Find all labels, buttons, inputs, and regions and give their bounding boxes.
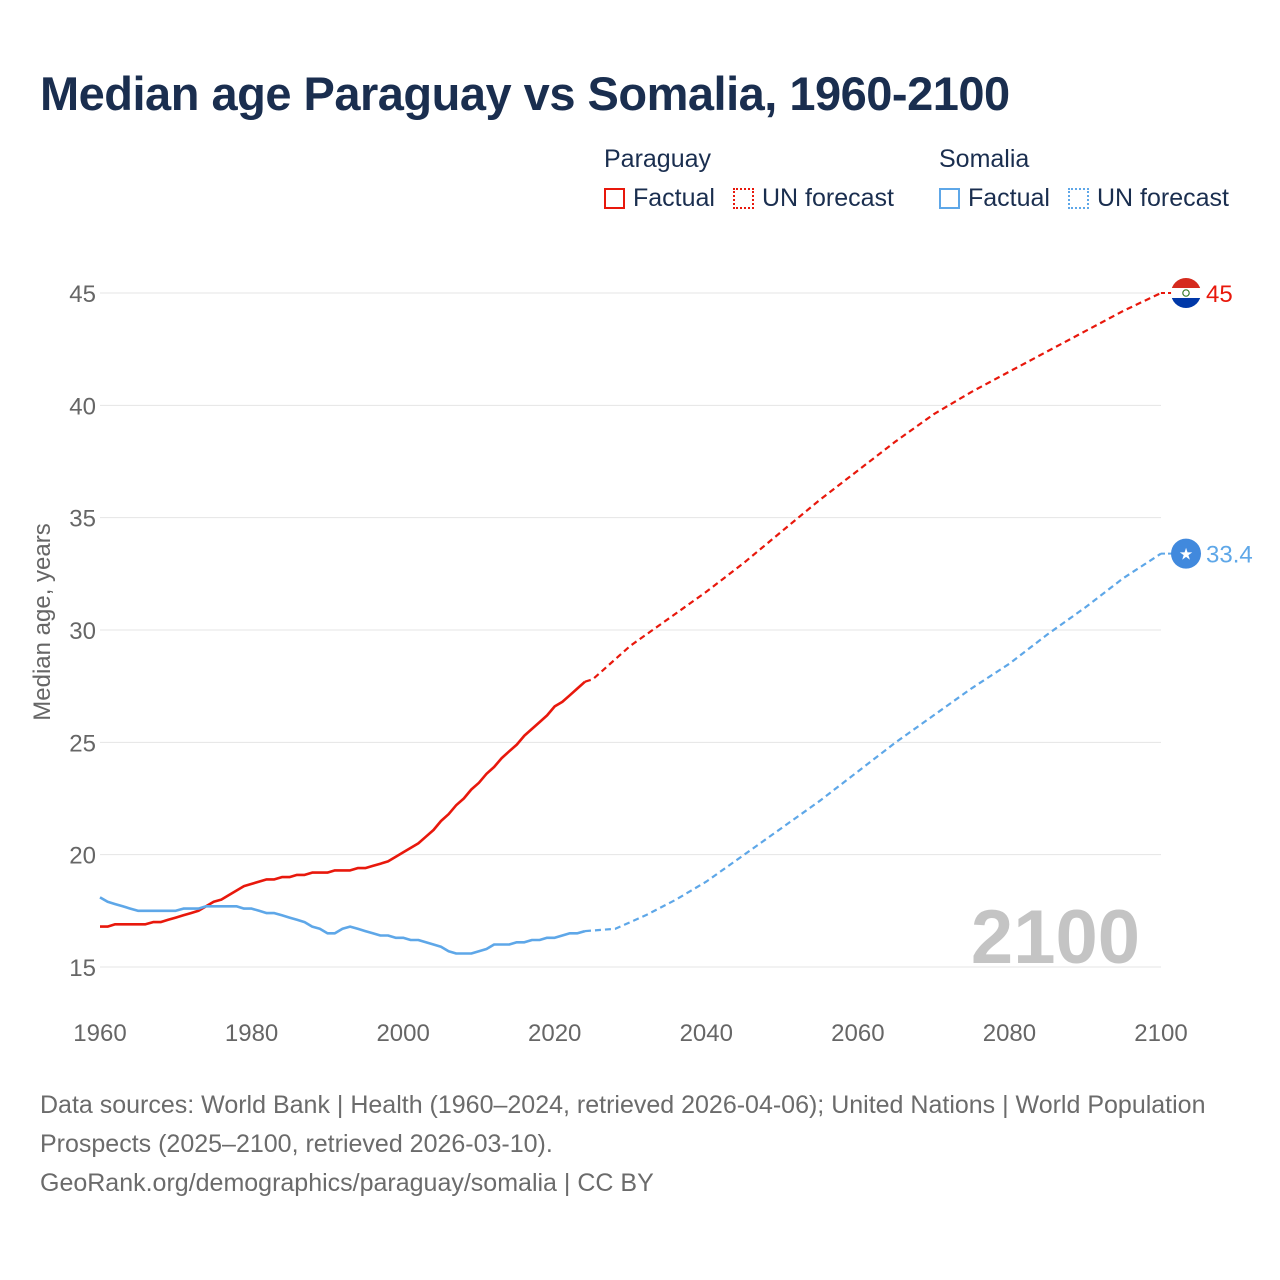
y-tick-label: 15 (69, 955, 96, 982)
y-tick-label: 40 (69, 393, 96, 420)
x-tick-label: 2000 (376, 1020, 429, 1047)
legend-paraguay: Paraguay Factual UN forecast (604, 142, 912, 213)
somalia-factual-line (99, 896, 586, 955)
y-tick-label: 20 (69, 843, 96, 870)
year-watermark: 2100 (971, 895, 1140, 980)
somalia-factual-swatch-icon (939, 188, 960, 209)
legend-somalia-factual: Factual (968, 184, 1050, 212)
paraguay-forecast-swatch-icon (732, 188, 754, 209)
legend-paraguay-factual: Factual (633, 184, 715, 212)
x-tick-label: 2060 (831, 1020, 884, 1047)
paraguay-end-label: 45 (1206, 281, 1233, 308)
legend-paraguay-forecast: UN forecast (761, 184, 894, 212)
chart-title: Median age Paraguay vs Somalia, 1960-210… (40, 67, 1010, 120)
somalia-forecast-line (584, 552, 1162, 933)
y-tick-label: 35 (69, 506, 96, 533)
x-tick-label: 1960 (73, 1020, 126, 1047)
paraguay-forecast-line (584, 292, 1162, 683)
x-tick-label: 1980 (225, 1020, 278, 1047)
x-tick-label: 2100 (1134, 1020, 1187, 1047)
svg-text:★: ★ (1179, 545, 1193, 564)
y-tick-label: 25 (69, 730, 96, 757)
line-chart: 15 20 25 30 35 40 45 1960 1980 2000 2020 2040 2060 20… (29, 278, 1253, 1047)
y-axis-label: Median age, years (29, 523, 56, 720)
paraguay-flag-icon (1171, 278, 1201, 308)
paraguay-factual-swatch-icon (604, 188, 625, 209)
somalia-forecast-swatch-icon (1067, 188, 1089, 209)
footer-link[interactable]: GeoRank.org/demographics/paraguay/somali… (40, 1169, 654, 1197)
legend-somalia: Somalia Factual UN forecast (939, 142, 1229, 213)
x-tick-label: 2080 (983, 1020, 1036, 1047)
x-tick-label: 2020 (528, 1020, 581, 1047)
somalia-flag-icon: ★ (1171, 538, 1201, 569)
y-tick-label: 30 (69, 618, 96, 645)
footer: Data sources: World Bank | Health (1960–… (40, 1086, 1230, 1203)
y-tick-label: 45 (69, 281, 96, 308)
paraguay-factual-line (100, 680, 586, 928)
somalia-end-label: 33.4 (1206, 542, 1253, 569)
legend-somalia-forecast: UN forecast (1096, 184, 1229, 212)
legend-paraguay-name: Paraguay (604, 145, 712, 173)
legend-somalia-name: Somalia (939, 145, 1030, 173)
x-tick-label: 2040 (680, 1020, 733, 1047)
footer-sources: Data sources: World Bank | Health (1960–… (40, 1091, 1206, 1158)
